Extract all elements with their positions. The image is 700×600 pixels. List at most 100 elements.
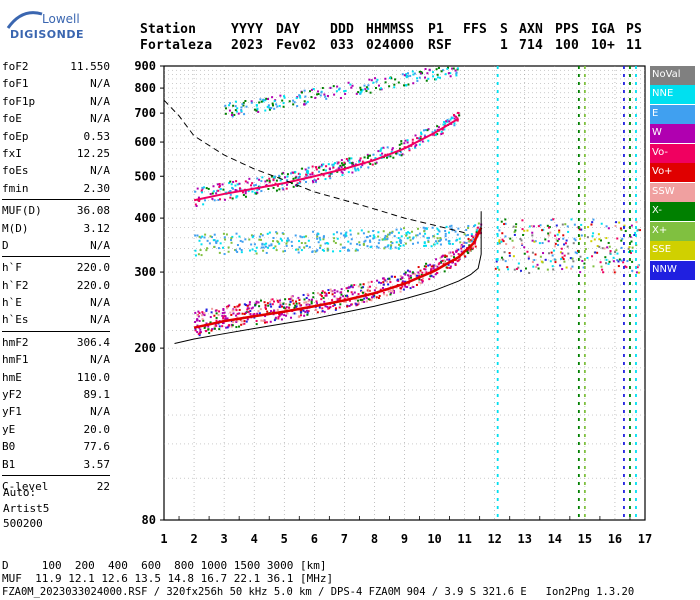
echo-point <box>436 232 439 235</box>
echo-point <box>201 314 204 317</box>
echo-point <box>206 239 209 242</box>
plot-frame <box>163 65 646 521</box>
echo-point <box>319 244 322 247</box>
echo-point <box>251 306 254 309</box>
echo-point <box>561 256 564 259</box>
echo-point <box>288 298 291 301</box>
echo-point <box>217 247 220 250</box>
echo-point <box>332 304 335 307</box>
echo-point <box>255 319 258 322</box>
echo-point <box>213 245 216 248</box>
echo-point <box>333 291 336 294</box>
echo-point <box>344 92 347 95</box>
echo-point <box>399 238 402 241</box>
echo-point <box>285 183 288 186</box>
echo-point <box>418 274 421 277</box>
echo-point <box>398 153 401 156</box>
echo-point <box>523 246 526 249</box>
echo-point <box>253 184 256 187</box>
echo-point <box>334 307 337 310</box>
echo-point <box>563 260 566 263</box>
echo-point <box>411 230 414 233</box>
parameter-divider <box>2 474 110 476</box>
echo-point <box>439 237 442 240</box>
echo-point <box>609 250 612 253</box>
echo-point <box>325 165 328 168</box>
echo-point <box>213 325 216 328</box>
echo-point <box>199 331 202 334</box>
echo-point <box>339 243 342 246</box>
echo-point <box>512 225 515 228</box>
echo-point <box>432 71 435 74</box>
echo-point <box>467 249 470 252</box>
echo-point <box>360 166 363 169</box>
echo-point <box>416 79 419 82</box>
echo-point <box>451 261 454 264</box>
echo-point <box>285 244 288 247</box>
echo-point <box>583 262 586 265</box>
echo-point <box>370 79 373 82</box>
echo-point <box>230 241 233 244</box>
echo-point <box>546 268 549 271</box>
echo-point <box>236 305 239 308</box>
echo-point <box>523 229 526 232</box>
parameter-row: fxI 12.25 <box>2 145 110 162</box>
echo-point <box>598 245 601 248</box>
echo-point <box>360 289 363 292</box>
echo-point <box>201 186 204 189</box>
echo-point <box>221 318 224 321</box>
echo-point <box>269 320 272 323</box>
echo-point <box>608 245 611 248</box>
echo-point <box>302 293 305 296</box>
logo-text-digisonde: DIGISONDE <box>10 28 84 41</box>
parameter-row: foEs N/A <box>2 162 110 179</box>
echo-point <box>453 124 456 127</box>
echo-point <box>473 242 476 245</box>
echo-point <box>509 237 512 240</box>
echo-point <box>194 249 197 252</box>
echo-point <box>262 100 265 103</box>
echo-point <box>338 87 341 90</box>
echo-point <box>507 268 510 271</box>
echo-point <box>306 174 309 177</box>
echo-point <box>498 268 501 271</box>
echo-point <box>427 77 430 80</box>
echo-point <box>625 266 628 269</box>
f-trace-curve <box>193 227 483 329</box>
echo-point <box>463 245 466 248</box>
echo-point <box>291 299 294 302</box>
echo-point <box>333 237 336 240</box>
echo-point <box>600 222 603 225</box>
echo-point <box>408 232 411 235</box>
echo-point <box>231 235 234 238</box>
echo-point <box>226 305 229 308</box>
echo-point <box>222 316 225 319</box>
echo-point <box>554 261 557 264</box>
echo-point <box>357 169 360 172</box>
echo-point <box>201 313 204 316</box>
echo-point <box>580 223 583 226</box>
echo-point <box>336 170 339 173</box>
echo-point <box>369 154 372 157</box>
echo-point <box>291 171 294 174</box>
echo-point <box>386 237 389 240</box>
echo-point <box>262 246 265 249</box>
echo-point <box>293 101 296 104</box>
echo-point <box>389 245 392 248</box>
echo-point <box>368 289 371 292</box>
echo-point <box>213 233 216 236</box>
echo-point <box>295 97 298 100</box>
echo-point <box>427 128 430 131</box>
echo-point <box>194 321 197 324</box>
echo-point <box>364 239 367 242</box>
echo-point <box>219 188 222 191</box>
echo-point <box>459 241 462 244</box>
echo-point <box>391 290 394 293</box>
parameter-divider <box>2 199 110 201</box>
echo-point <box>412 82 415 85</box>
echo-point <box>637 228 640 231</box>
echo-point <box>340 170 343 173</box>
echo-point <box>254 184 257 187</box>
echo-point <box>259 308 262 311</box>
echo-point <box>211 192 214 195</box>
